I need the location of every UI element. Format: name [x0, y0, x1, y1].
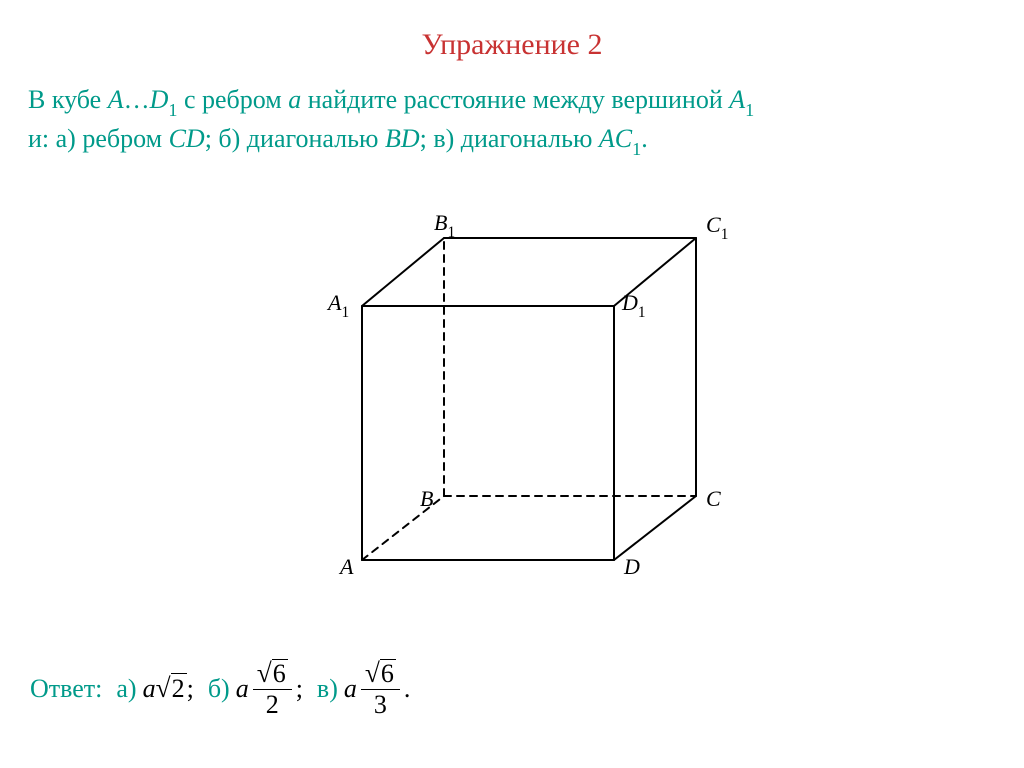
- answer-c-expr: a √6 3 .: [344, 659, 410, 718]
- t11: и: а) ребром: [28, 124, 169, 153]
- answer-c-letter: в): [317, 674, 338, 704]
- exercise-slide: Упражнение 2 В кубе A…D1 с ребром a найд…: [0, 0, 1024, 768]
- vertex-label-B1: B1: [434, 210, 455, 240]
- t15: ; в) диагональю: [420, 124, 599, 153]
- vertex-label-B: B: [420, 486, 433, 512]
- t1: В кубе: [28, 85, 108, 114]
- vertex-label-D1: D1: [622, 290, 646, 320]
- t18: .: [641, 124, 648, 153]
- b-frac: √6 2: [253, 659, 292, 718]
- answer-a-expr: a√2;: [143, 673, 194, 704]
- c-num: √6: [361, 659, 400, 690]
- vertex-label-A: A: [340, 554, 353, 580]
- answer-label: Ответ:: [30, 674, 102, 704]
- vertex-label-D: D: [624, 554, 640, 580]
- t10: 1: [745, 100, 754, 120]
- answer-line: Ответ: а) a√2; б) a √6 2 ; в) a √6: [30, 659, 410, 718]
- vertex-label-A1: A1: [328, 290, 349, 320]
- vertex-label-C: C: [706, 486, 721, 512]
- t14: BD: [385, 124, 420, 153]
- b-den: 2: [266, 690, 279, 718]
- c-frac: √6 3: [361, 659, 400, 718]
- b-coef: a: [236, 674, 249, 704]
- a-rad: 2: [171, 673, 187, 704]
- c-den: 3: [374, 690, 387, 718]
- t9: A: [729, 85, 745, 114]
- c-coef: a: [344, 674, 357, 704]
- t12: CD: [169, 124, 205, 153]
- t3: …: [124, 85, 150, 114]
- t6: с ребром: [177, 85, 288, 114]
- a-coef: a: [143, 674, 156, 703]
- cube-diagram: A D B C A1 D1 B1 C1: [300, 170, 740, 590]
- cube-svg: [300, 170, 740, 590]
- c-rad: 6: [380, 659, 396, 687]
- vertex-label-C1: C1: [706, 212, 728, 242]
- answer-a-letter: а): [116, 674, 136, 704]
- b-rad: 6: [272, 659, 288, 687]
- answer-a: а) a√2;: [116, 673, 193, 704]
- answer-b-letter: б): [208, 674, 230, 704]
- answer-c: в) a √6 3 .: [317, 659, 410, 718]
- a-sqrt: √2: [156, 673, 187, 704]
- problem-text: В кубе A…D1 с ребром a найдите расстояни…: [28, 82, 996, 160]
- t7: a: [288, 85, 301, 114]
- answer-b-expr: a √6 2 ;: [236, 659, 303, 718]
- b-tail: ;: [296, 674, 303, 704]
- t16: AC: [599, 124, 632, 153]
- c-tail: .: [404, 674, 411, 704]
- t13: ; б) диагональю: [205, 124, 385, 153]
- answer-b: б) a √6 2 ;: [208, 659, 303, 718]
- t8: найдите расстояние между вершиной: [301, 85, 729, 114]
- t17: 1: [632, 139, 641, 159]
- t5: 1: [168, 100, 177, 120]
- t4: D: [150, 85, 169, 114]
- b-num: √6: [253, 659, 292, 690]
- exercise-title: Упражнение 2: [0, 28, 1024, 62]
- t2: A: [108, 85, 124, 114]
- a-tail: ;: [187, 674, 194, 703]
